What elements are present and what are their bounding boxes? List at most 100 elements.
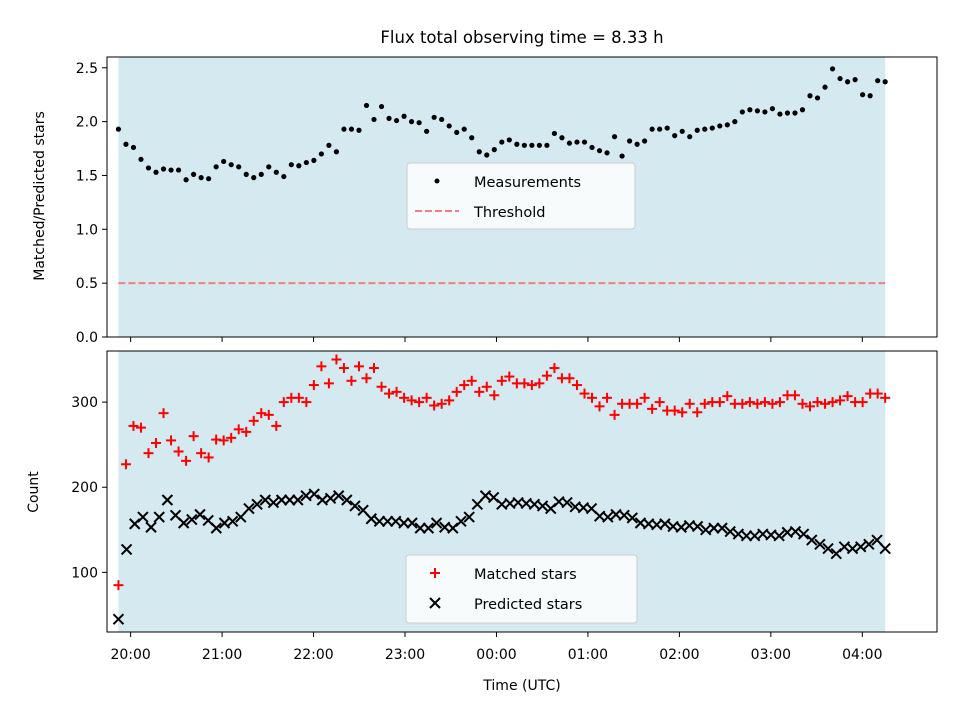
top-y-tick-label: 0.5 xyxy=(76,276,98,292)
matched-stars-point xyxy=(759,397,770,408)
predicted-stars-point xyxy=(251,498,263,510)
matched-stars-point xyxy=(406,395,417,406)
x-tick-label: 04:00 xyxy=(842,647,882,663)
matched-stars-point xyxy=(331,354,342,365)
predicted-stars-point xyxy=(365,513,378,525)
bottom-y-tick-label: 200 xyxy=(71,480,98,496)
measurements-legend-label: Measurements xyxy=(474,175,581,191)
measurement-point xyxy=(619,153,625,159)
bottom-y-tick-label: 300 xyxy=(71,395,98,411)
matched-stars-point xyxy=(805,401,816,412)
matched-stars-point xyxy=(459,380,470,391)
predicted-stars-point xyxy=(806,534,818,546)
predicted-stars-point xyxy=(626,512,639,524)
bottom-y-axis-label: Count xyxy=(26,471,42,513)
predicted-stars-point xyxy=(854,541,867,553)
top-y-tick-label: 1.0 xyxy=(76,222,98,238)
measurement-point xyxy=(469,135,475,141)
matched-stars-point xyxy=(196,448,207,459)
measurement-point xyxy=(747,107,753,113)
matched-stars-point xyxy=(151,437,162,448)
measurement-point xyxy=(296,163,302,169)
matched-stars-point xyxy=(632,398,643,409)
bottom-panel: 100 200 300 20:00 21:00 22:00 23:00 00:00 01:00… xyxy=(26,350,938,694)
matched-stars-point xyxy=(444,395,455,406)
top-y-tick-label: 2.0 xyxy=(76,115,98,131)
matched-stars-point xyxy=(173,446,184,457)
measurement-point xyxy=(491,147,497,153)
predicted-stars-point xyxy=(871,534,883,546)
measurement-point xyxy=(363,102,370,109)
predicted-stars-point xyxy=(414,522,426,534)
predicted-stars-point xyxy=(430,517,443,529)
measurement-point xyxy=(611,134,618,140)
measurement-point xyxy=(784,110,791,116)
top-legend-box xyxy=(406,162,636,230)
measurement-point xyxy=(642,138,648,144)
measurement-point xyxy=(281,173,287,180)
matched-stars-point xyxy=(827,397,838,408)
measurement-point xyxy=(732,119,738,125)
matched-stars-point xyxy=(241,426,252,437)
measurement-point xyxy=(702,126,708,132)
matched-stars-point xyxy=(466,375,477,386)
bottom-y-tick-label: 100 xyxy=(71,565,98,581)
matched-stars-point xyxy=(474,386,485,397)
predicted-stars-point xyxy=(349,500,361,512)
x-tick-label: 02:00 xyxy=(659,647,699,663)
measurement-point xyxy=(852,77,858,83)
matched-stars-point xyxy=(684,398,695,409)
predicted-legend-label: Predicted stars xyxy=(474,597,582,613)
matched-stars-point xyxy=(113,580,124,591)
matched-stars-point xyxy=(639,392,650,403)
measurement-point xyxy=(401,113,407,119)
x-tick-label: 22:00 xyxy=(293,647,333,663)
matched-stars-point xyxy=(774,397,785,408)
x-tick-label: 21:00 xyxy=(202,647,242,663)
measurement-point xyxy=(160,166,167,172)
predicted-stars-point xyxy=(773,530,785,542)
matched-stars-point xyxy=(744,397,755,408)
measurement-point xyxy=(318,151,324,157)
top-y-tick-label: 1.5 xyxy=(76,168,98,184)
measurement-point xyxy=(356,127,362,133)
x-tick-label: 20:00 xyxy=(110,647,150,663)
predicted-stars-point xyxy=(226,515,239,528)
measurement-point xyxy=(333,149,340,155)
matched-stars-point xyxy=(376,381,387,392)
predicted-stars-point xyxy=(120,543,133,556)
predicted-stars-point xyxy=(210,522,223,534)
predicted-stars-point xyxy=(341,494,353,506)
matched-stars-point xyxy=(571,380,582,391)
matched-stars-point xyxy=(308,380,319,391)
predicted-stars-point xyxy=(863,538,875,551)
matched-stars-point xyxy=(399,392,410,403)
matched-legend-label: Matched stars xyxy=(474,567,577,583)
predicted-stars-point xyxy=(284,494,296,506)
measurement-point xyxy=(506,137,512,143)
matched-stars-point xyxy=(256,408,267,419)
predicted-stars-point xyxy=(137,511,149,523)
measurement-point xyxy=(326,142,332,148)
matched-stars-point xyxy=(120,459,131,470)
measurement-point xyxy=(814,95,821,101)
predicted-stars-point xyxy=(357,504,369,516)
predicted-stars-points xyxy=(112,488,891,625)
measurement-point xyxy=(303,159,309,166)
matched-stars-point xyxy=(233,424,244,435)
measurement-point xyxy=(792,110,798,116)
matched-stars-point xyxy=(248,415,259,426)
matched-stars-point xyxy=(436,398,447,409)
predicted-stars-point xyxy=(194,508,206,521)
measurement-point xyxy=(431,114,437,120)
matched-stars-point xyxy=(587,392,598,403)
matched-stars-point xyxy=(323,378,334,389)
matched-stars-point xyxy=(820,398,831,409)
matched-stars-point xyxy=(263,409,274,420)
predicted-stars-point xyxy=(275,494,288,506)
measurement-point xyxy=(386,115,392,121)
matched-stars-point xyxy=(737,398,748,409)
measurement-point xyxy=(822,84,828,90)
matched-stars-point xyxy=(353,361,364,372)
matched-stars-point xyxy=(880,392,891,403)
